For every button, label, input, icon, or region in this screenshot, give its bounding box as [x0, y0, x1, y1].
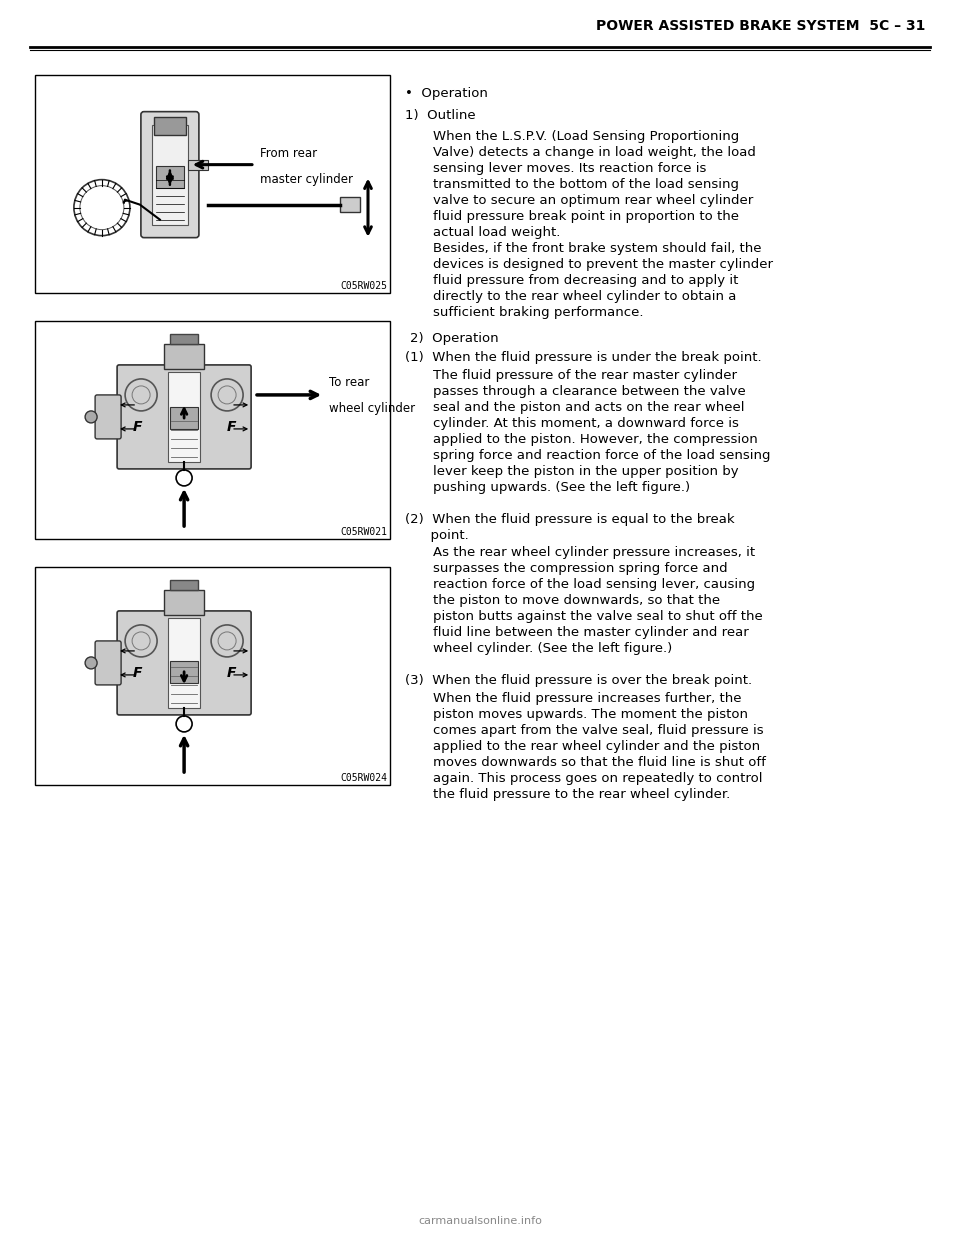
Text: point.: point.	[405, 529, 468, 542]
Text: fluid line between the master cylinder and rear: fluid line between the master cylinder a…	[433, 626, 749, 640]
Text: comes apart from the valve seal, fluid pressure is: comes apart from the valve seal, fluid p…	[433, 724, 763, 737]
Text: (3)  When the fluid pressure is over the break point.: (3) When the fluid pressure is over the …	[405, 674, 752, 687]
Text: (1)  When the fluid pressure is under the break point.: (1) When the fluid pressure is under the…	[405, 351, 761, 364]
Text: C05RW024: C05RW024	[340, 773, 387, 782]
Bar	[35, 75, 390, 293]
Circle shape	[176, 715, 192, 732]
Text: reaction force of the load sensing lever, causing: reaction force of the load sensing lever…	[433, 579, 756, 591]
Bar	[35, 320, 390, 539]
Text: fluid pressure from decreasing and to apply it: fluid pressure from decreasing and to ap…	[433, 274, 738, 287]
Text: applied to the rear wheel cylinder and the piston: applied to the rear wheel cylinder and t…	[433, 740, 760, 753]
Bar	[188, 160, 208, 170]
Text: sensing lever moves. Its reaction force is: sensing lever moves. Its reaction force …	[433, 163, 707, 175]
Text: •  Operation: • Operation	[405, 87, 488, 101]
Text: moves downwards so that the fluid line is shut off: moves downwards so that the fluid line i…	[433, 756, 766, 769]
Text: piston butts against the valve seal to shut off the: piston butts against the valve seal to s…	[433, 610, 763, 623]
Text: pushing upwards. (See the left figure.): pushing upwards. (See the left figure.)	[433, 481, 690, 493]
Text: devices is designed to prevent the master cylinder: devices is designed to prevent the maste…	[433, 258, 773, 271]
Text: wheel cylinder. (See the left figure.): wheel cylinder. (See the left figure.)	[433, 642, 672, 656]
Text: F: F	[132, 666, 142, 679]
FancyBboxPatch shape	[141, 112, 199, 237]
Text: 2)  Operation: 2) Operation	[410, 332, 498, 345]
Text: F: F	[132, 420, 142, 433]
Bar	[35, 568, 390, 785]
Text: carmanualsonline.info: carmanualsonline.info	[418, 1216, 542, 1226]
Text: When the fluid pressure increases further, the: When the fluid pressure increases furthe…	[433, 692, 741, 704]
Text: lever keep the piston in the upper position by: lever keep the piston in the upper posit…	[433, 465, 738, 478]
Bar	[154, 117, 186, 134]
Text: piston moves upwards. The moment the piston: piston moves upwards. The moment the pis…	[433, 708, 748, 720]
Text: wheel cylinder: wheel cylinder	[329, 402, 416, 415]
Text: the piston to move downwards, so that the: the piston to move downwards, so that th…	[433, 594, 720, 607]
Text: sufficient braking performance.: sufficient braking performance.	[433, 307, 643, 319]
Circle shape	[85, 657, 97, 669]
Circle shape	[176, 469, 192, 486]
Text: applied to the piston. However, the compression: applied to the piston. However, the comp…	[433, 432, 757, 446]
Text: Besides, if the front brake system should fail, the: Besides, if the front brake system shoul…	[433, 242, 761, 255]
Text: actual load weight.: actual load weight.	[433, 226, 561, 240]
FancyBboxPatch shape	[117, 611, 252, 715]
FancyBboxPatch shape	[95, 641, 121, 684]
Bar	[340, 196, 360, 211]
Text: directly to the rear wheel cylinder to obtain a: directly to the rear wheel cylinder to o…	[433, 291, 736, 303]
FancyBboxPatch shape	[95, 395, 121, 438]
Text: (2)  When the fluid pressure is equal to the break: (2) When the fluid pressure is equal to …	[405, 513, 734, 525]
Text: POWER ASSISTED BRAKE SYSTEM  5C – 31: POWER ASSISTED BRAKE SYSTEM 5C – 31	[595, 19, 925, 34]
Bar	[170, 661, 198, 683]
Text: transmitted to the bottom of the load sensing: transmitted to the bottom of the load se…	[433, 178, 739, 191]
Text: From rear: From rear	[260, 147, 317, 160]
Text: F: F	[227, 420, 236, 433]
Text: surpasses the compression spring force and: surpasses the compression spring force a…	[433, 563, 728, 575]
Text: As the rear wheel cylinder pressure increases, it: As the rear wheel cylinder pressure incr…	[433, 546, 756, 559]
Bar	[170, 334, 198, 344]
Text: master cylinder: master cylinder	[260, 173, 353, 185]
FancyBboxPatch shape	[117, 365, 252, 469]
Bar	[152, 124, 188, 225]
Bar	[168, 371, 200, 462]
Text: When the L.S.P.V. (Load Sensing Proportioning: When the L.S.P.V. (Load Sensing Proporti…	[433, 130, 739, 143]
Text: C05RW025: C05RW025	[340, 281, 387, 291]
Text: F: F	[227, 666, 236, 679]
Bar	[170, 580, 198, 590]
Text: 1)  Outline: 1) Outline	[405, 109, 475, 123]
Text: fluid pressure break point in proportion to the: fluid pressure break point in proportion…	[433, 210, 739, 224]
Bar	[164, 344, 204, 369]
Text: C05RW021: C05RW021	[340, 527, 387, 537]
Text: valve to secure an optimum rear wheel cylinder: valve to secure an optimum rear wheel cy…	[433, 194, 754, 207]
Text: Valve) detects a change in load weight, the load: Valve) detects a change in load weight, …	[433, 147, 756, 159]
Text: The fluid pressure of the rear master cylinder: The fluid pressure of the rear master cy…	[433, 369, 737, 381]
Bar	[164, 590, 204, 615]
Text: To rear: To rear	[329, 376, 370, 389]
Bar	[156, 165, 184, 188]
Text: the fluid pressure to the rear wheel cylinder.: the fluid pressure to the rear wheel cyl…	[433, 787, 731, 801]
Bar	[170, 407, 198, 428]
Text: again. This process goes on repeatedly to control: again. This process goes on repeatedly t…	[433, 771, 762, 785]
Text: cylinder. At this moment, a downward force is: cylinder. At this moment, a downward for…	[433, 416, 739, 430]
Text: seal and the piston and acts on the rear wheel: seal and the piston and acts on the rear…	[433, 401, 745, 414]
Circle shape	[85, 411, 97, 424]
Text: passes through a clearance between the valve: passes through a clearance between the v…	[433, 385, 746, 397]
Bar	[168, 619, 200, 708]
Text: spring force and reaction force of the load sensing: spring force and reaction force of the l…	[433, 448, 771, 462]
